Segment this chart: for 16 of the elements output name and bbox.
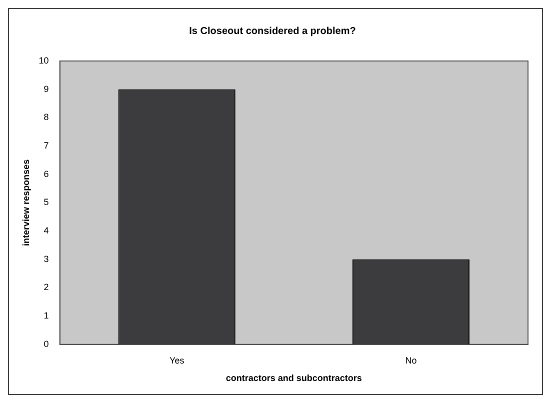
y-axis-title: interview responses: [20, 159, 31, 246]
y-tick-label: 5: [44, 197, 49, 208]
x-tick-label: No: [405, 355, 417, 366]
y-tick-label: 4: [44, 226, 49, 236]
y-tick-label: 0: [44, 338, 49, 349]
y-tick-label: 2: [44, 282, 49, 292]
y-tick-label: 1: [44, 310, 49, 321]
y-tick-label: 10: [38, 55, 49, 66]
y-tick-label: 3: [44, 254, 49, 264]
y-tick-label: 9: [44, 84, 49, 94]
y-tick-label: 7: [44, 140, 49, 151]
x-axis-title: contractors and subcontractors: [226, 373, 362, 384]
y-tick-label: 8: [44, 112, 49, 122]
x-tick-label: Yes: [170, 355, 185, 366]
y-tick-label: 6: [44, 168, 49, 179]
chart-title: Is Closeout considered a problem?: [189, 26, 356, 37]
